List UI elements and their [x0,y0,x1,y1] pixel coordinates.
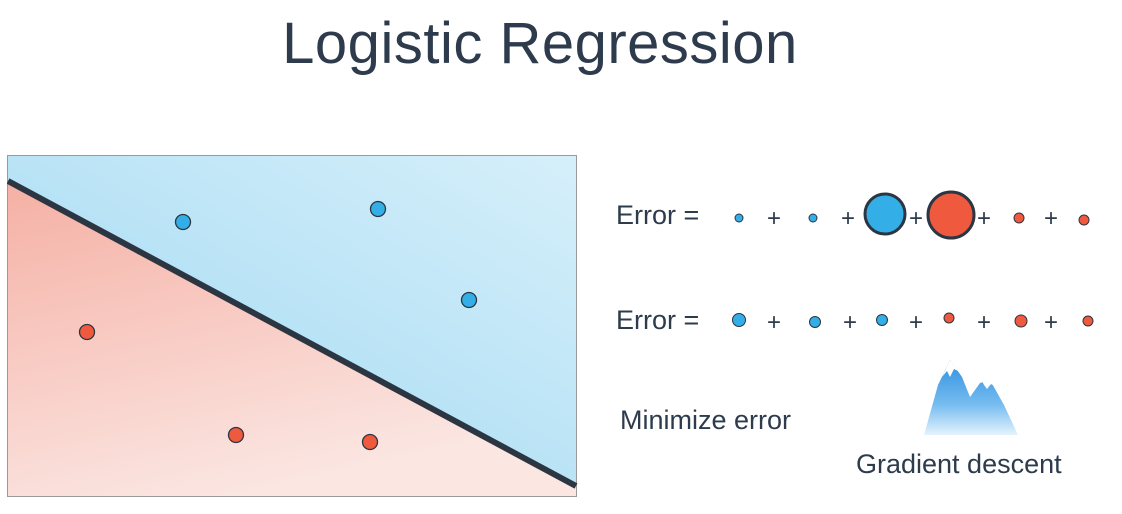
error-term-small-red [1013,212,1025,224]
plus-sign: + [843,309,857,336]
plus-sign: + [1044,205,1058,232]
minimize-error-label: Minimize error [620,405,792,435]
blue-point [369,200,387,218]
error-term-blue [876,314,888,326]
error-term-small-blue [808,213,818,223]
mountain-icon [924,360,1018,435]
error-term-red [1082,315,1094,327]
error-label-row1: Error = [616,200,700,230]
plus-sign: + [1044,309,1058,336]
blue-point [174,213,192,231]
blue-point [460,291,478,309]
plus-sign: + [767,205,781,232]
page-title: Logistic Regression [282,11,798,76]
decision-boundary [7,178,578,489]
error-term-large-red [926,190,976,240]
red-point [78,323,96,341]
error-label-row2: Error = [616,305,700,335]
classification-plot [7,155,578,497]
error-equations: + + + + + + + + + + [732,190,1094,336]
blue-region [8,156,576,485]
error-term-red [1014,314,1028,328]
error-term-blue [809,316,821,328]
red-point [361,433,379,451]
plus-sign: + [977,309,991,336]
error-term-small-red [1078,214,1090,226]
plus-sign: + [909,205,923,232]
plus-sign: + [767,309,781,336]
gradient-descent-label: Gradient descent [856,449,1062,479]
error-term-blue [732,313,746,327]
error-term-red [943,312,955,324]
error-term-small-blue [734,213,744,223]
plus-sign: + [977,205,991,232]
red-point [227,426,245,444]
error-term-large-blue [863,192,907,236]
plus-sign: + [841,205,855,232]
plus-sign: + [909,309,923,336]
